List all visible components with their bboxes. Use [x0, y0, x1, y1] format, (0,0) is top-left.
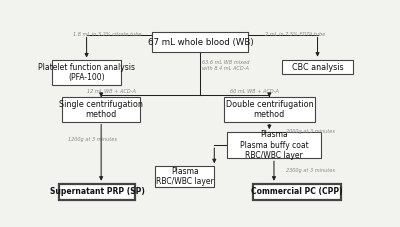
- FancyBboxPatch shape: [227, 132, 321, 158]
- FancyBboxPatch shape: [152, 32, 248, 52]
- FancyBboxPatch shape: [52, 60, 121, 85]
- Text: 2 mL in 7.5% EDTA tube: 2 mL in 7.5% EDTA tube: [265, 32, 325, 37]
- Text: 12 mL WB + ACD-A: 12 mL WB + ACD-A: [87, 89, 136, 94]
- Text: CBC analysis: CBC analysis: [292, 62, 343, 72]
- Text: 2300g at 3 minutes: 2300g at 3 minutes: [286, 168, 334, 173]
- Text: Double centrifugation
method: Double centrifugation method: [226, 100, 313, 119]
- Text: Single centrifugation
method: Single centrifugation method: [59, 100, 143, 119]
- FancyBboxPatch shape: [282, 59, 353, 74]
- FancyBboxPatch shape: [59, 184, 135, 200]
- Text: Plasma
Plasma buffy coat
RBC/WBC layer: Plasma Plasma buffy coat RBC/WBC layer: [240, 130, 308, 160]
- FancyBboxPatch shape: [253, 184, 341, 200]
- FancyBboxPatch shape: [224, 97, 315, 122]
- Text: Platelet function analysis
(PFA-100): Platelet function analysis (PFA-100): [38, 63, 135, 82]
- Text: 60 mL WB + ACD-A: 60 mL WB + ACD-A: [230, 89, 279, 94]
- Text: 1200g at 3 minutes: 1200g at 3 minutes: [68, 137, 117, 142]
- FancyBboxPatch shape: [62, 97, 140, 122]
- Text: 1.8 mL in 3.2% citrate tube: 1.8 mL in 3.2% citrate tube: [73, 32, 142, 37]
- Text: Supernatant PRP (SP): Supernatant PRP (SP): [50, 188, 145, 197]
- FancyBboxPatch shape: [155, 166, 214, 187]
- Text: Commercial PC (CPP): Commercial PC (CPP): [252, 188, 343, 197]
- Text: Plasma
RBC/WBC layer: Plasma RBC/WBC layer: [156, 167, 214, 186]
- Text: 67 mL whole blood (WB): 67 mL whole blood (WB): [148, 38, 253, 47]
- Text: 63.6 mL WB mixed
with 8.4 mL ACD-A: 63.6 mL WB mixed with 8.4 mL ACD-A: [202, 60, 249, 71]
- Text: 2000g at 3 minutes: 2000g at 3 minutes: [286, 129, 334, 134]
